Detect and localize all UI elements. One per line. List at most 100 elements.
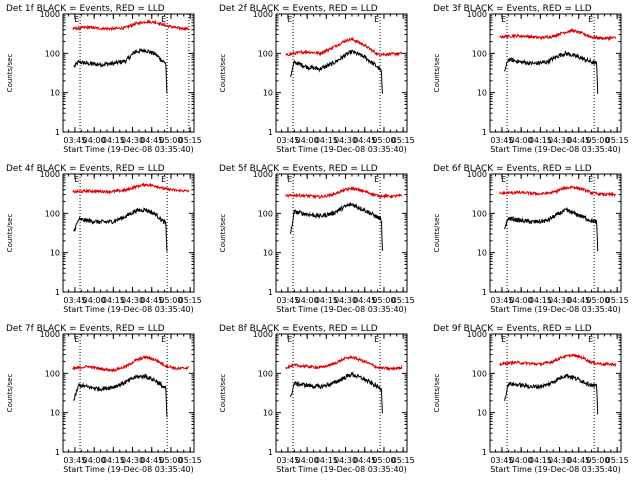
y-axis-label: Counts/sec (433, 374, 441, 413)
panel-title: Det 1f BLACK = Events, RED = LLD (6, 4, 165, 14)
plot-frame (62, 173, 195, 293)
x-tick-label: 04:30 (548, 296, 571, 305)
x-tick-label: 03:45 (276, 456, 299, 465)
lld-rate-line (72, 182, 190, 195)
events-rate-line (290, 49, 383, 94)
interval-marker-label: E (588, 335, 593, 344)
x-tick-label: 05:00 (372, 136, 395, 145)
plot-frame (489, 13, 622, 133)
x-tick-label: 04:00 (296, 456, 319, 465)
x-tick-label: 05:00 (159, 296, 182, 305)
y-tick-label: 1000 (40, 330, 60, 339)
interval-marker-label: E (161, 15, 166, 24)
detector-panel-4f: Det 4f BLACK = Events, RED = LLD 1 10 100 10… (6, 164, 202, 314)
x-tick-label: 05:00 (586, 136, 609, 145)
x-tick-label: 03:45 (276, 296, 299, 305)
interval-marker-label: E (501, 175, 506, 184)
x-tick-label: 04:30 (334, 136, 357, 145)
x-tick-label: 05:15 (179, 296, 202, 305)
x-tick-label: 04:30 (548, 136, 571, 145)
x-axis-label: Start Time (19-Dec-08 03:35:40) (276, 305, 407, 314)
x-tick-label: 04:00 (83, 296, 106, 305)
y-axis-label: Counts/sec (6, 374, 14, 413)
y-tick-label: 1 (482, 288, 487, 297)
y-tick-label: 1000 (467, 10, 487, 19)
panel-title: Det 2f BLACK = Events, RED = LLD (219, 4, 378, 14)
interval-marker-label: E (588, 15, 593, 24)
y-tick-label: 10 (263, 249, 273, 258)
y-tick-label: 100 (45, 369, 60, 378)
y-tick-label: 100 (472, 209, 487, 218)
x-tick-label: 05:15 (179, 136, 202, 145)
y-tick-label: 10 (50, 89, 60, 98)
y-tick-label: 1000 (467, 330, 487, 339)
x-tick-label: 05:15 (392, 296, 415, 305)
y-axis-label: Counts/sec (6, 214, 14, 253)
interval-marker-label: E (161, 175, 166, 184)
detector-panel-5f: Det 5f BLACK = Events, RED = LLD 1 10 100 10… (219, 164, 415, 314)
y-axis-label: Counts/sec (219, 374, 227, 413)
y-tick-label: 1 (55, 448, 60, 457)
events-rate-line (290, 202, 383, 251)
y-tick-label: 1 (55, 288, 60, 297)
detector-panel-7f: Det 7f BLACK = Events, RED = LLD 1 10 100 10… (6, 324, 202, 474)
panel-title: Det 7f BLACK = Events, RED = LLD (6, 324, 165, 334)
x-tick-label: 05:00 (586, 456, 609, 465)
x-tick-label: 04:45 (567, 136, 590, 145)
y-tick-label: 1 (482, 128, 487, 137)
interval-marker-label: E (74, 15, 79, 24)
plot-frame (489, 333, 622, 453)
detector-panel-8f: Det 8f BLACK = Events, RED = LLD 1 10 100 10… (219, 324, 415, 474)
y-axis-label: Counts/sec (6, 54, 14, 93)
lld-rate-line (72, 354, 190, 373)
detector-panel-3f: Det 3f BLACK = Events, RED = LLD 1 10 100 10… (433, 4, 629, 154)
x-tick-label: 03:45 (63, 136, 86, 145)
plot-frame (62, 333, 195, 453)
y-tick-label: 1000 (253, 330, 273, 339)
x-tick-label: 03:45 (63, 296, 86, 305)
interval-marker-label: E (287, 15, 292, 24)
interval-marker-label: E (501, 15, 506, 24)
plot-frame (275, 13, 408, 133)
y-tick-label: 10 (477, 409, 487, 418)
y-tick-label: 10 (50, 249, 60, 258)
x-tick-label: 05:15 (606, 456, 629, 465)
detector-panel-2f: Det 2f BLACK = Events, RED = LLD 1 10 100 10… (219, 4, 415, 154)
interval-marker-label: E (74, 335, 79, 344)
x-tick-label: 03:45 (490, 136, 513, 145)
interval-marker-label: E (374, 335, 379, 344)
x-tick-label: 04:45 (353, 136, 376, 145)
x-tick-label: 04:15 (102, 136, 125, 145)
y-axis-label: Counts/sec (219, 54, 227, 93)
plot-frame (275, 173, 408, 293)
events-rate-line (73, 373, 168, 418)
x-tick-label: 04:45 (353, 456, 376, 465)
x-tick-label: 04:00 (510, 136, 533, 145)
y-tick-label: 100 (45, 209, 60, 218)
lld-rate-line (285, 36, 403, 58)
lld-rate-line (499, 184, 617, 198)
x-tick-label: 04:00 (510, 456, 533, 465)
y-tick-label: 1 (482, 448, 487, 457)
x-tick-label: 04:00 (296, 136, 319, 145)
y-tick-label: 10 (50, 409, 60, 418)
y-tick-label: 100 (472, 49, 487, 58)
x-tick-label: 04:15 (315, 136, 338, 145)
x-tick-label: 03:45 (63, 456, 86, 465)
x-axis-label: Start Time (19-Dec-08 03:35:40) (63, 465, 194, 474)
x-tick-label: 04:00 (83, 456, 106, 465)
detector-panel-9f: Det 9f BLACK = Events, RED = LLD 1 10 100 10… (433, 324, 629, 474)
detector-panel-6f: Det 6f BLACK = Events, RED = LLD 1 10 100 10… (433, 164, 629, 314)
x-tick-label: 04:15 (315, 296, 338, 305)
x-tick-label: 04:45 (567, 296, 590, 305)
lld-rate-line (285, 355, 403, 372)
x-tick-label: 05:15 (392, 456, 415, 465)
x-tick-label: 05:00 (586, 296, 609, 305)
y-tick-label: 1 (268, 448, 273, 457)
y-tick-label: 10 (263, 89, 273, 98)
x-axis-label: Start Time (19-Dec-08 03:35:40) (490, 465, 621, 474)
lld-rate-line (72, 18, 190, 32)
x-tick-label: 05:15 (606, 136, 629, 145)
y-axis-label: Counts/sec (433, 54, 441, 93)
